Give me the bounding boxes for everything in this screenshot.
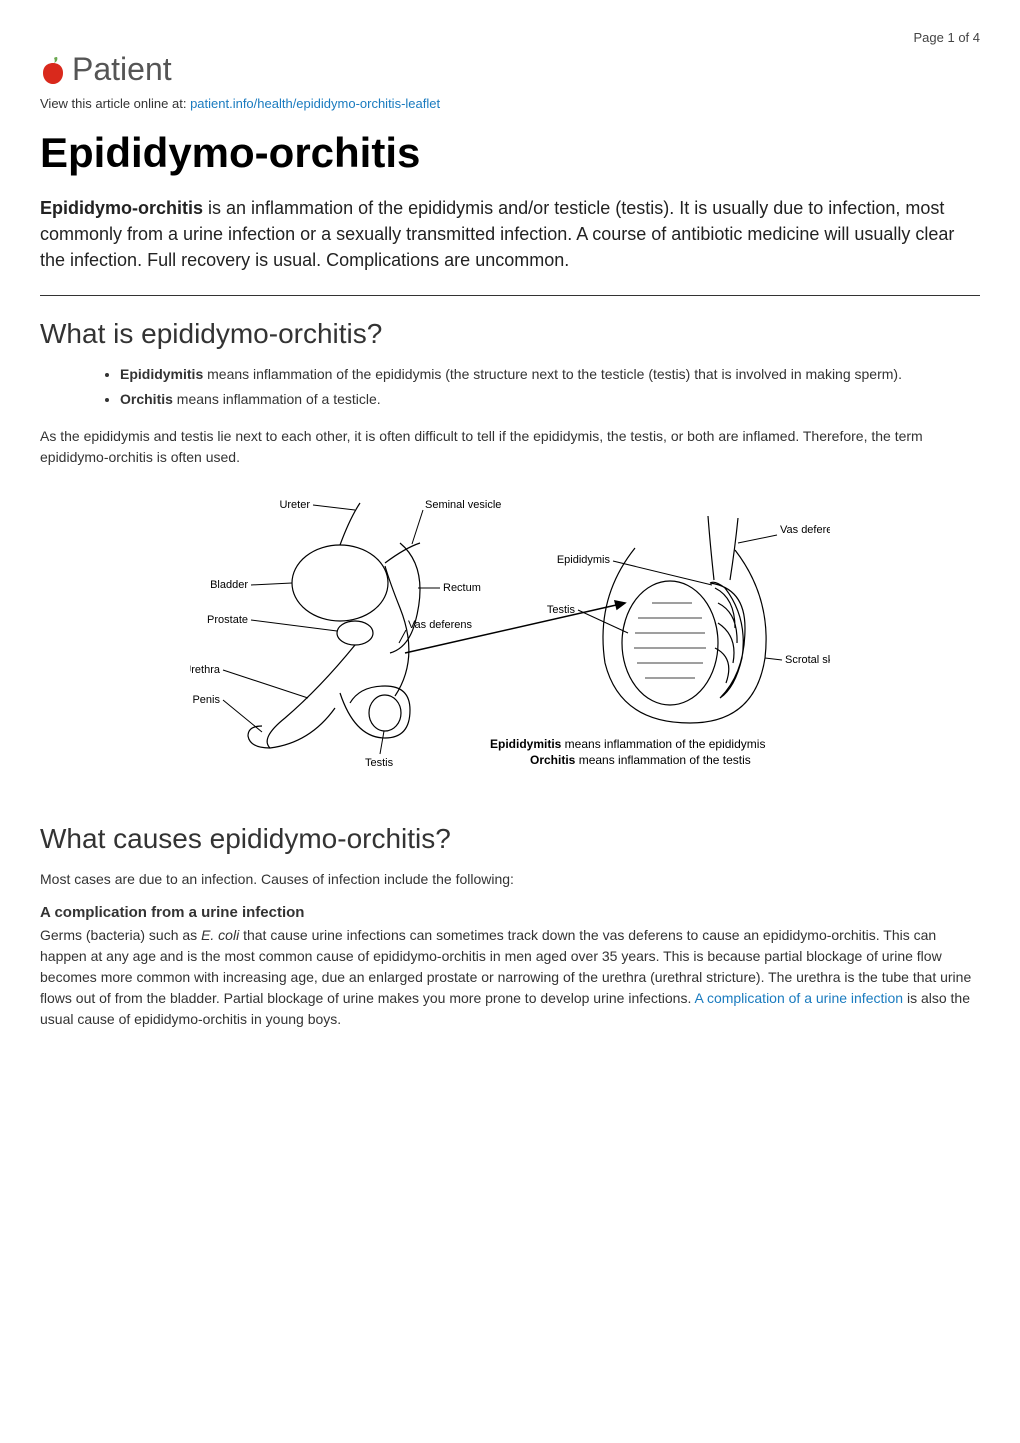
section-1-heading: What is epididymo-orchitis? (40, 318, 980, 350)
logo-text: Patient (72, 51, 172, 88)
anatomy-svg: Ureter Seminal vesicle Bladder Rectum Pr… (190, 488, 830, 778)
subsection-heading: A complication from a urine infection (40, 904, 980, 921)
svg-text:Prostate: Prostate (207, 614, 248, 626)
svg-text:Vas deferens: Vas deferens (780, 524, 830, 536)
svg-text:Seminal vesicle: Seminal vesicle (425, 499, 501, 511)
section-2-heading: What causes epididymo-orchitis? (40, 823, 980, 855)
svg-text:Epididymitis means inflammatio: Epididymitis means inflammation of the e… (490, 737, 765, 751)
list-item: Orchitis means inflammation of a testicl… (120, 389, 980, 410)
svg-text:Vas deferens: Vas deferens (408, 619, 473, 631)
svg-text:Epididymis: Epididymis (557, 554, 611, 566)
divider (40, 295, 980, 296)
svg-text:Rectum: Rectum (443, 582, 481, 594)
urine-infection-link[interactable]: A complication of a urine infection (694, 990, 903, 1006)
svg-text:Ureter: Ureter (279, 499, 310, 511)
para-pre: Germs (bacteria) such as (40, 927, 201, 943)
bullet-rest: means inflammation of a testicle. (173, 391, 381, 407)
page-title: Epididymo-orchitis (40, 129, 980, 177)
svg-text:Urethra: Urethra (190, 664, 221, 676)
article-url-link[interactable]: patient.info/health/epididymo-orchitis-l… (190, 96, 440, 111)
para-italic: E. coli (201, 927, 239, 943)
apple-icon (40, 55, 66, 85)
section-1-para: As the epididymis and testis lie next to… (40, 426, 980, 468)
svg-text:Testis: Testis (365, 757, 394, 769)
intro-bold-term: Epididymo-orchitis (40, 198, 203, 218)
svg-text:Penis: Penis (192, 694, 220, 706)
svg-text:Bladder: Bladder (210, 579, 248, 591)
svg-text:Testis: Testis (547, 604, 576, 616)
bullet-rest: means inflammation of the epididymis (th… (203, 366, 902, 382)
page-number: Page 1 of 4 (40, 30, 980, 45)
svg-text:Orchitis means inflammation of: Orchitis means inflammation of the testi… (530, 753, 751, 767)
logo: Patient (40, 51, 980, 88)
definition-list: Epididymitis means inflammation of the e… (40, 364, 980, 410)
anatomy-diagram: Ureter Seminal vesicle Bladder Rectum Pr… (40, 488, 980, 783)
svg-text:Scrotal skin: Scrotal skin (785, 654, 830, 666)
bullet-bold: Epididymitis (120, 366, 203, 382)
intro-paragraph: Epididymo-orchitis is an inflammation of… (40, 195, 980, 273)
bullet-bold: Orchitis (120, 391, 173, 407)
view-prefix: View this article online at: (40, 96, 190, 111)
section-2-lead: Most cases are due to an infection. Caus… (40, 869, 980, 890)
list-item: Epididymitis means inflammation of the e… (120, 364, 980, 385)
subsection-para: Germs (bacteria) such as E. coli that ca… (40, 925, 980, 1030)
view-online-line: View this article online at: patient.inf… (40, 96, 980, 111)
